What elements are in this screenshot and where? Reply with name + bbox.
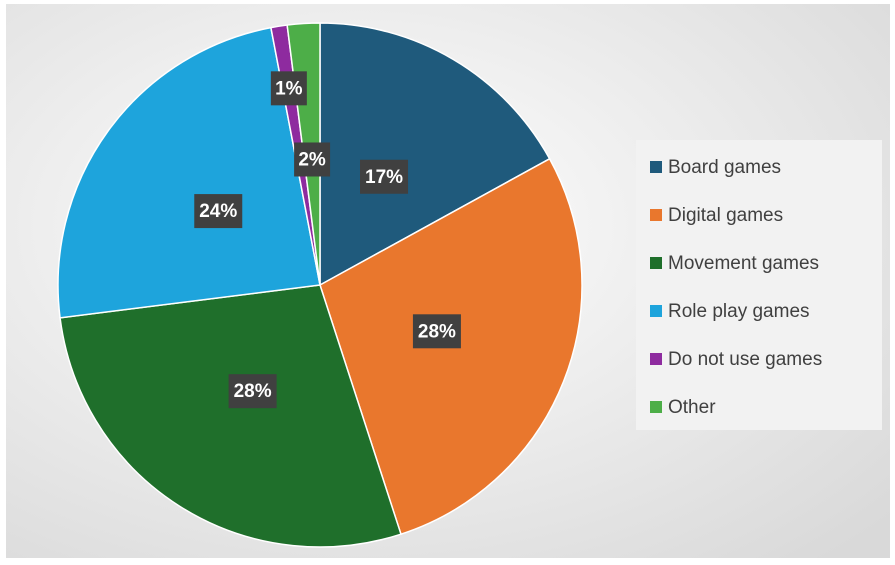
data-label: 2% — [298, 150, 326, 171]
data-label: 24% — [199, 201, 237, 222]
pie-slice — [319, 22, 551, 287]
legend-swatch — [650, 257, 662, 269]
data-label: 1% — [275, 78, 303, 99]
pie-slice — [57, 26, 321, 319]
legend-swatch — [650, 161, 662, 173]
data-label-box — [360, 159, 409, 194]
legend-label: Digital games — [668, 205, 783, 226]
legend-swatch — [650, 353, 662, 365]
legend-label: Movement games — [668, 253, 819, 274]
legend-box — [636, 140, 882, 430]
legend-swatch — [650, 305, 662, 317]
data-label-box — [294, 142, 331, 177]
data-label-box — [194, 194, 243, 229]
data-label: 28% — [418, 321, 456, 342]
legend-label: Other — [668, 397, 716, 418]
pie-slice — [59, 284, 402, 548]
data-label: 17% — [365, 167, 403, 188]
data-label-box — [228, 374, 277, 409]
legend-swatch — [650, 401, 662, 413]
legend-label: Do not use games — [668, 349, 822, 370]
data-label-box — [270, 71, 307, 106]
data-label: 28% — [234, 381, 272, 402]
data-label-box — [412, 314, 461, 349]
legend-swatch — [650, 209, 662, 221]
legend-label: Board games — [668, 157, 781, 178]
legend-label: Role play games — [668, 301, 810, 322]
